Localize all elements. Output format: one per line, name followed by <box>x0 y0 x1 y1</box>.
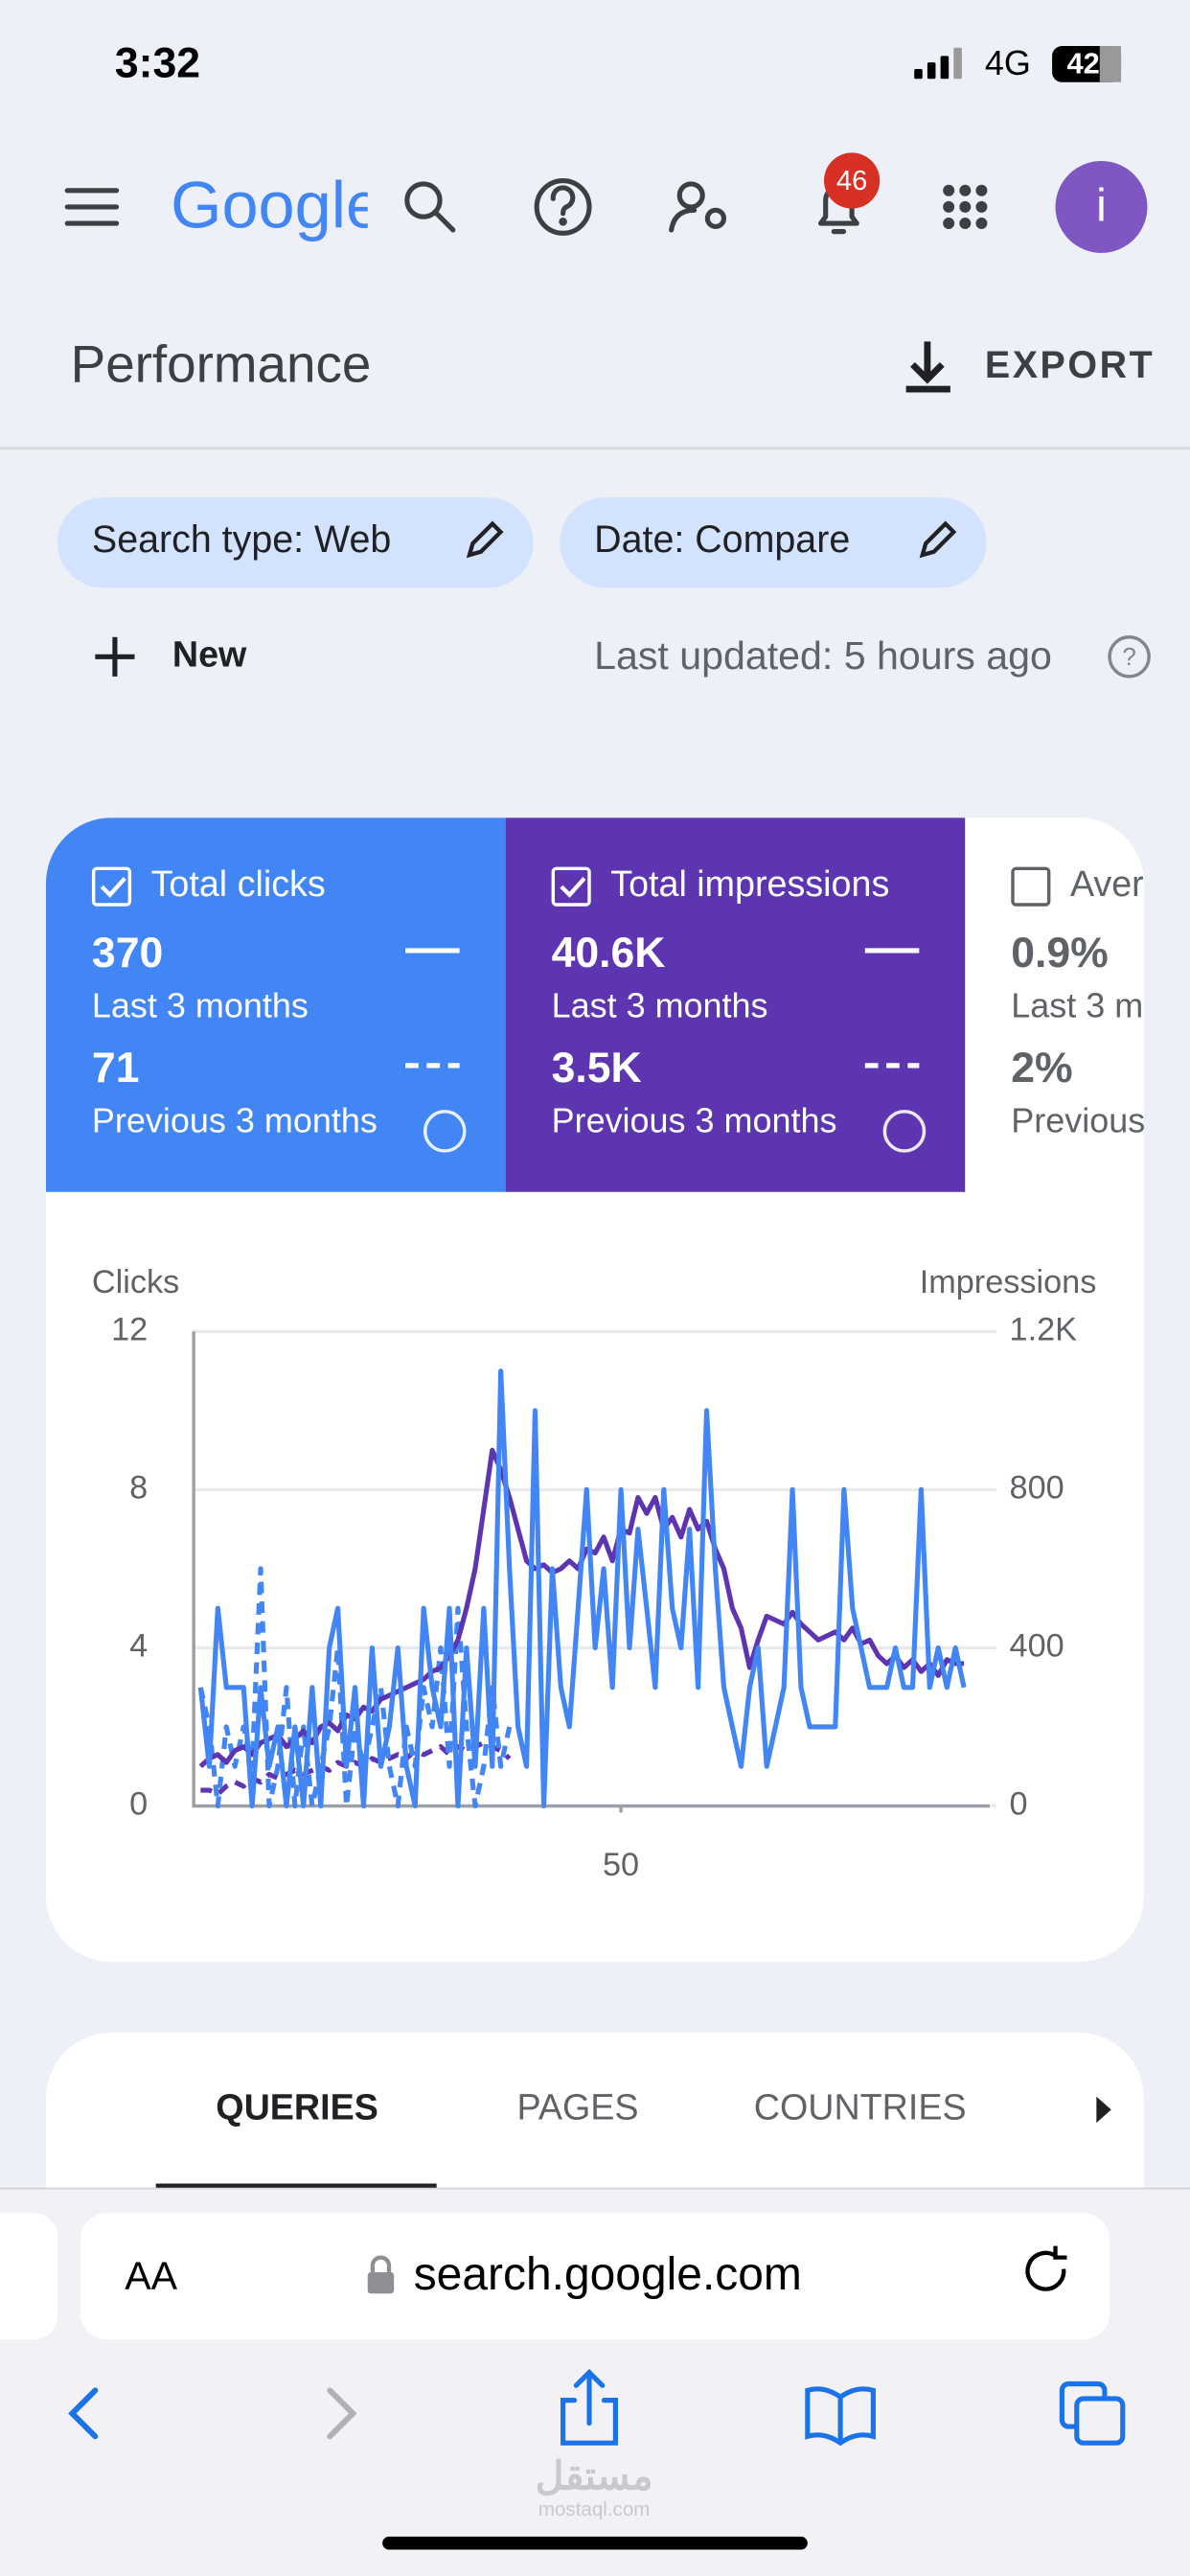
metric-title: Average CTR <box>1070 863 1190 904</box>
metric-period: Last 3 months <box>92 985 309 1024</box>
apps-button[interactable] <box>943 184 988 230</box>
series-line <box>197 1368 967 1809</box>
back-button[interactable] <box>68 2387 99 2440</box>
filter-chip[interactable]: Search type: Web <box>57 497 534 588</box>
page-title: Performance <box>71 334 372 393</box>
text-size-button[interactable]: AA <box>125 2254 177 2298</box>
new-button[interactable]: New <box>95 633 247 677</box>
new-label: New <box>172 633 247 674</box>
metric-card <box>965 817 1145 1192</box>
metric-period: Previous 3 months <box>1011 1100 1190 1139</box>
logo-box: Google <box>171 168 382 242</box>
tab-indicator <box>155 2183 437 2189</box>
y-tick-label: 12 <box>111 1311 148 1347</box>
series-line <box>197 1566 513 1809</box>
metric-period: Last 3 months <box>552 985 768 1024</box>
y2-tick-label: 400 <box>1010 1628 1064 1665</box>
help-icon[interactable] <box>423 1110 467 1153</box>
metric-title: Total impressions <box>610 863 889 904</box>
users-button[interactable] <box>669 181 727 233</box>
checkmark <box>560 877 586 898</box>
metric-checkbox[interactable] <box>551 866 591 907</box>
x-tick-label: 50 <box>603 1847 639 1883</box>
help-icon[interactable]: ? <box>1108 635 1151 678</box>
metric-previous: 2% <box>1011 1045 1072 1092</box>
status-time: 3:32 <box>115 39 200 86</box>
chip-label: Search type: Web <box>92 518 391 561</box>
metric-checkbox[interactable] <box>91 866 132 907</box>
metric-previous: 3.5K <box>552 1045 642 1092</box>
tab[interactable]: QUERIES <box>216 2086 378 2127</box>
y2-tick-label: 1.2K <box>1010 1311 1078 1347</box>
share-button[interactable] <box>561 2368 618 2446</box>
metric-title: Total clicks <box>151 863 326 904</box>
svg-text:?: ? <box>1122 644 1135 671</box>
filter-chip[interactable]: Date: Compare <box>560 497 987 588</box>
metric-current: 0.9% <box>1011 930 1109 977</box>
metric-previous: 71 <box>92 1045 140 1092</box>
prev-tab[interactable] <box>0 2213 57 2340</box>
bookmarks-button[interactable] <box>805 2386 876 2447</box>
metric-current: 370 <box>92 930 163 977</box>
y-axis-title: Clicks <box>92 1264 179 1300</box>
y-tick-label: 4 <box>129 1628 148 1665</box>
help-icon[interactable] <box>882 1110 927 1153</box>
tab[interactable]: PAGES <box>517 2086 639 2127</box>
last-updated: Last updated: 5 hours ago <box>594 633 1052 678</box>
chip-label: Date: Compare <box>594 518 850 561</box>
watermark: مستقل <box>536 2454 653 2498</box>
signal-icon <box>914 47 962 80</box>
export-label: EXPORT <box>985 344 1155 386</box>
battery-label: 42 <box>1066 47 1099 80</box>
network-label: 4G <box>985 43 1031 82</box>
export-button[interactable]: EXPORT <box>905 341 1156 393</box>
y2-tick-label: 800 <box>1010 1469 1064 1506</box>
forward-button[interactable] <box>327 2387 357 2440</box>
metric-period: Previous 3 months <box>552 1100 837 1139</box>
badge <box>823 152 881 209</box>
battery-empty <box>1099 46 1122 82</box>
menu-button[interactable] <box>64 188 120 226</box>
checkmark <box>100 877 126 898</box>
metric-period: Last 3 months <box>1011 985 1190 1024</box>
url: search.google.com <box>414 2249 802 2300</box>
google-logo[interactable]: Google <box>171 168 382 242</box>
notification-count: 46 <box>836 166 867 196</box>
metric-period: Previous 3 months <box>92 1100 378 1139</box>
metric-cards: Total clicks 370 Last 3 months 71 Previous 3… <box>45 817 1190 1192</box>
help-button[interactable] <box>534 177 592 236</box>
lock-icon <box>367 2255 395 2294</box>
reload-button[interactable] <box>1025 2245 1067 2291</box>
tabs-button[interactable] <box>1059 2380 1126 2446</box>
avatar[interactable] <box>1055 160 1148 253</box>
home-indicator <box>382 2536 808 2550</box>
address-bar[interactable] <box>80 2213 1110 2340</box>
watermark-url: mostaql.com <box>538 2498 650 2520</box>
tabs-next[interactable] <box>1096 2096 1111 2124</box>
chart: Clicks Impressions 0 4 8 12 0 400 800 1.2K 50 <box>92 1264 1096 1883</box>
tab[interactable]: COUNTRIES <box>754 2086 967 2127</box>
y-tick-label: 8 <box>129 1469 148 1506</box>
y2-tick-label: 0 <box>1010 1786 1028 1823</box>
avatar-letter: i <box>1096 180 1107 231</box>
metric-current: 40.6K <box>552 930 666 977</box>
search-button[interactable] <box>404 181 456 233</box>
y2-axis-title: Impressions <box>920 1264 1097 1300</box>
y-tick-label: 0 <box>129 1786 148 1823</box>
metric-checkbox[interactable] <box>1011 866 1051 907</box>
